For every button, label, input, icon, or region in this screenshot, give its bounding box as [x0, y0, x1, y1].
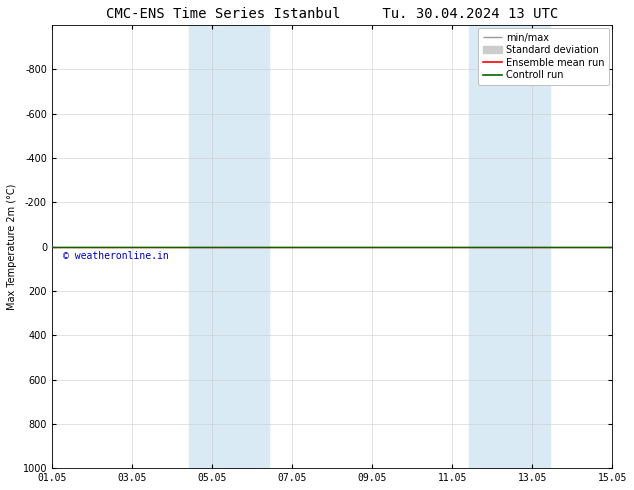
Y-axis label: Max Temperature 2m (°C): Max Temperature 2m (°C)	[7, 183, 17, 310]
Legend: min/max, Standard deviation, Ensemble mean run, Controll run: min/max, Standard deviation, Ensemble me…	[478, 28, 609, 85]
Text: © weatheronline.in: © weatheronline.in	[63, 251, 169, 261]
Title: CMC-ENS Time Series Istanbul     Tu. 30.04.2024 13 UTC: CMC-ENS Time Series Istanbul Tu. 30.04.2…	[106, 7, 559, 21]
Bar	[469, 25, 550, 468]
Bar	[189, 25, 269, 468]
